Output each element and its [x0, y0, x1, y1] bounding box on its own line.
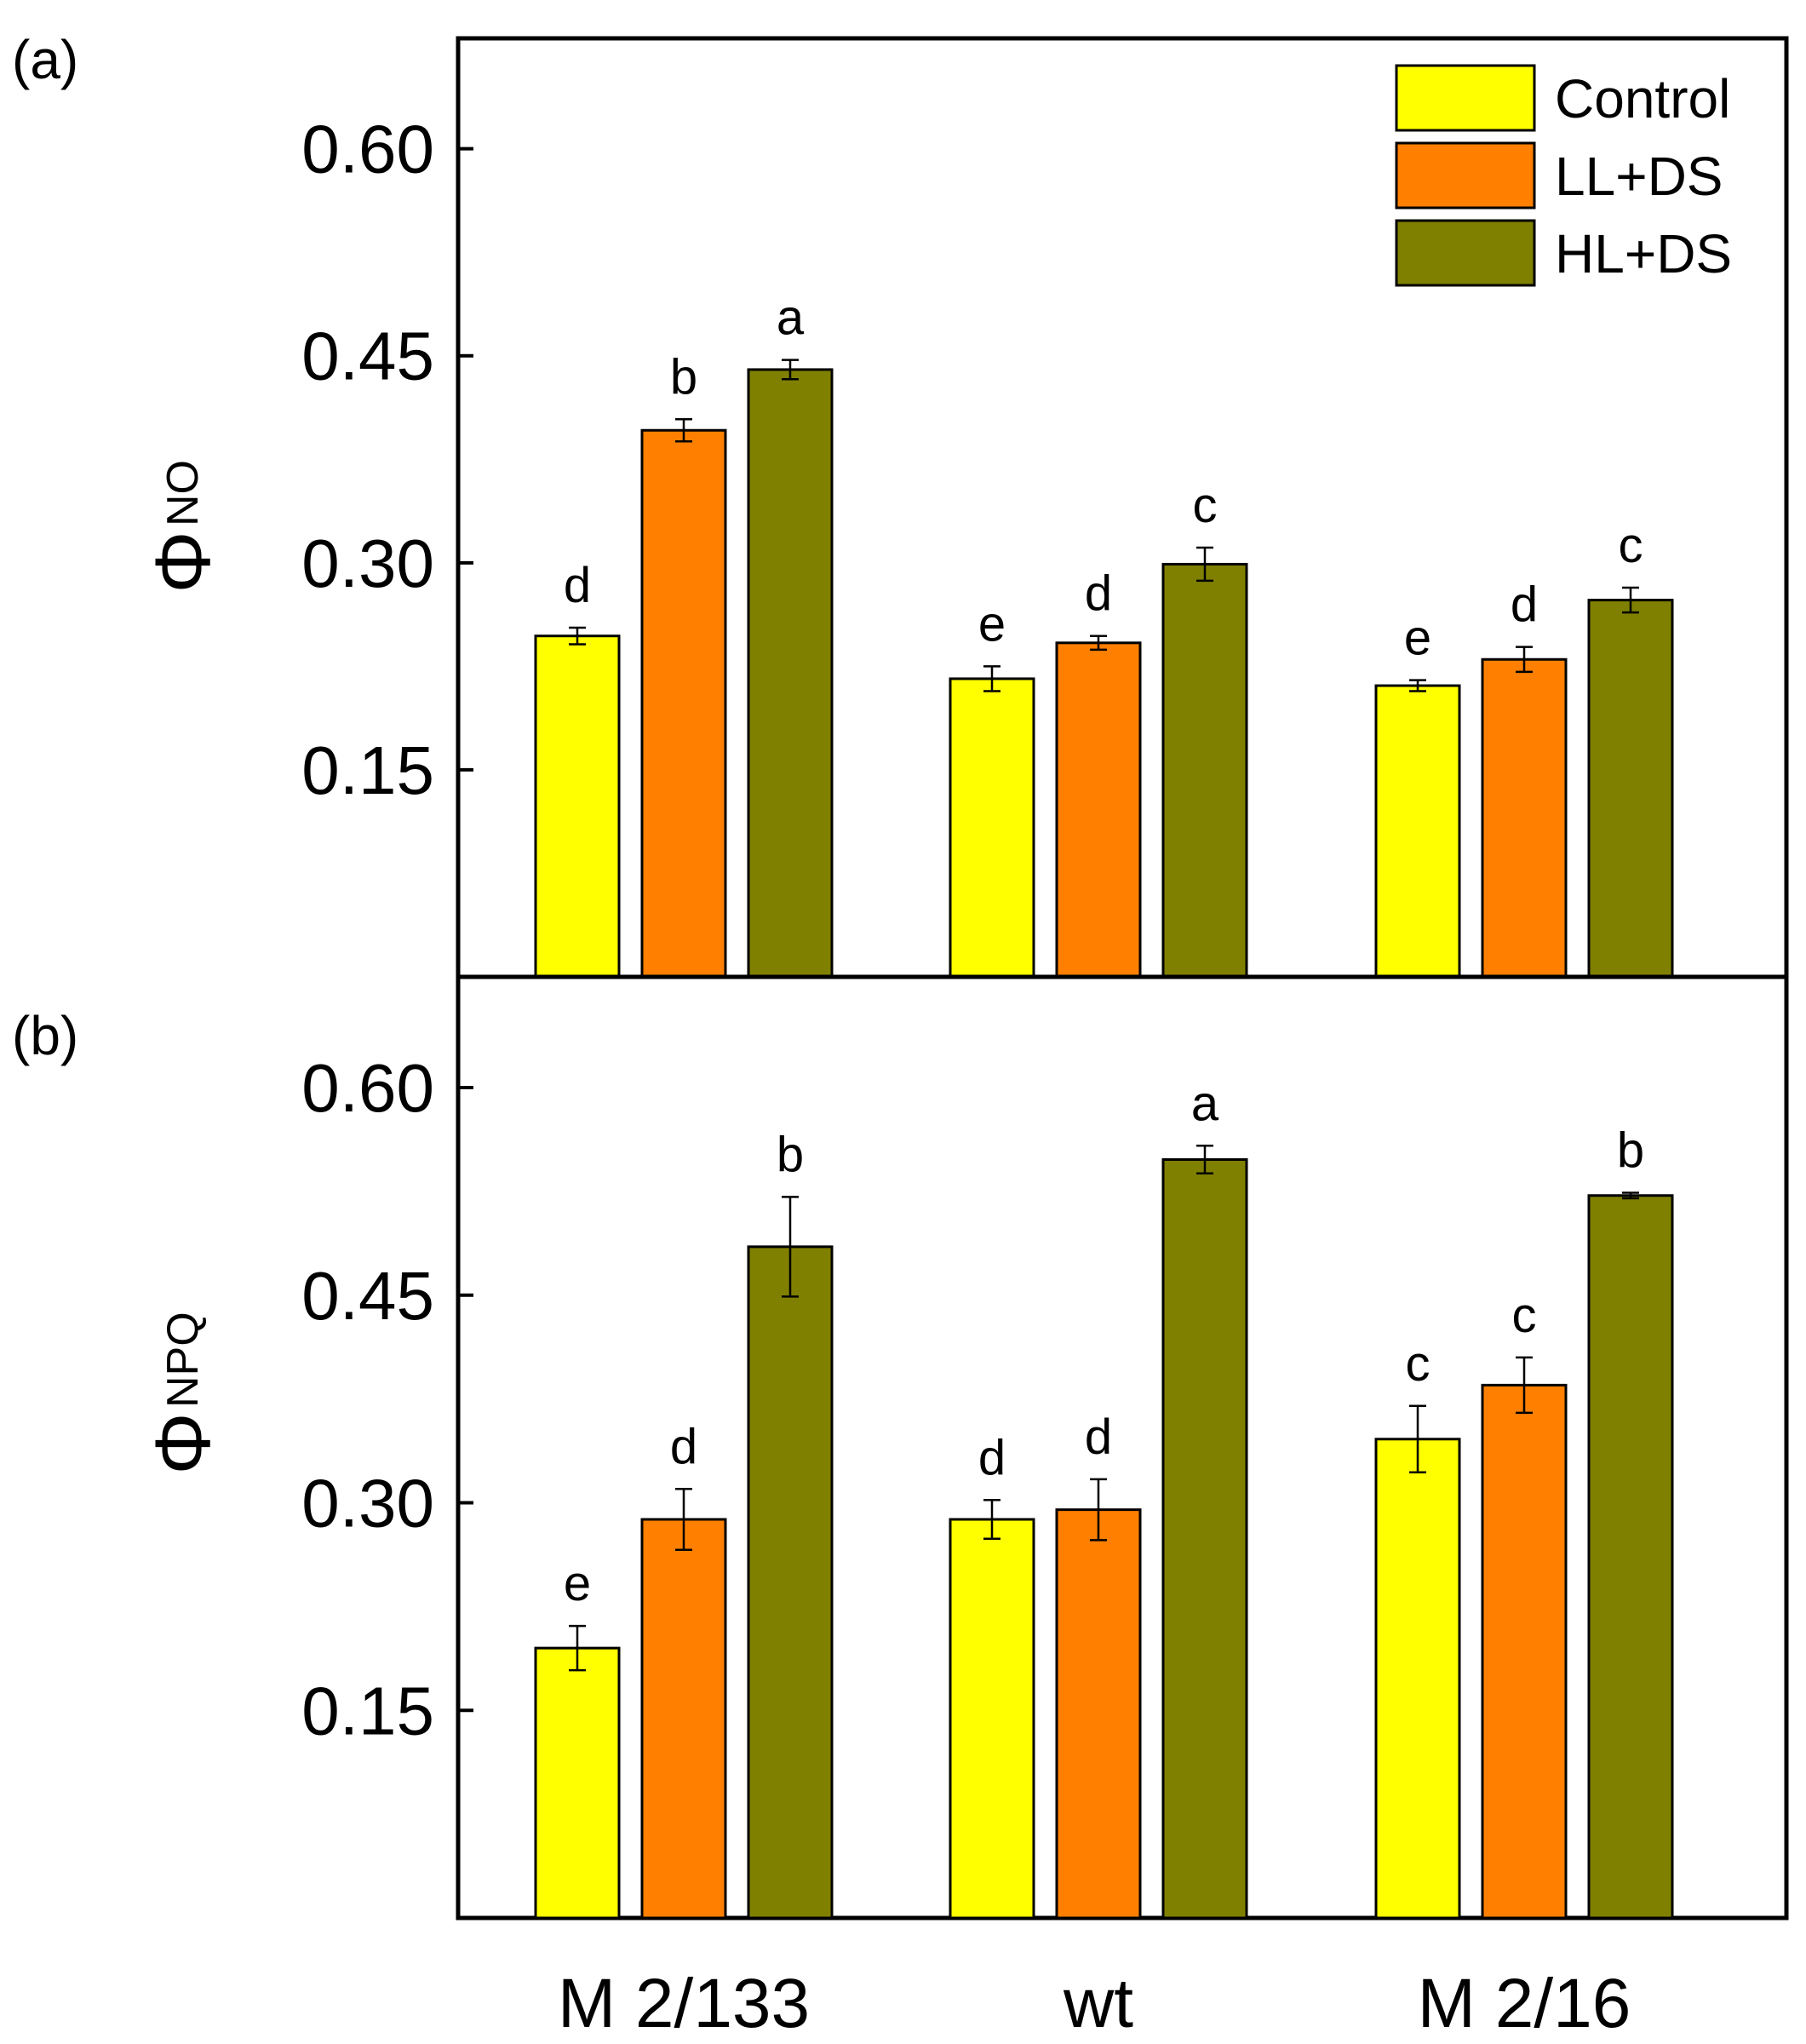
bar [640, 1518, 727, 1920]
y-tick-label: 0.15 [301, 732, 434, 808]
significance-letter: d [1085, 1410, 1112, 1465]
panel-a-y-axis: 0.15 0.30 0.45 0.60 [301, 112, 473, 808]
significance-letter: c [1512, 1288, 1537, 1343]
bar [1055, 1508, 1142, 1920]
bar [1161, 1158, 1248, 1920]
panel-a: (a) Φ NO 0.15 0.30 0.45 0.60 d e e b d d a c c [12, 29, 1789, 979]
legend-swatch-hl-ds [1395, 219, 1536, 287]
y-tick-label: 0.45 [301, 319, 434, 394]
panel-a-label: (a) [12, 29, 78, 90]
legend-label-control: Control [1555, 68, 1730, 129]
bar [1481, 657, 1568, 979]
significance-letter: e [978, 596, 1006, 652]
legend: Control LL+DS HL+DS [1395, 64, 1732, 287]
legend-swatch-ll-ds [1395, 141, 1536, 210]
bar [1587, 599, 1674, 979]
significance-letter: a [1191, 1076, 1219, 1131]
x-tick-label: M 2/16 [1418, 1965, 1631, 2042]
legend-swatch-control [1395, 64, 1536, 132]
bar [949, 677, 1035, 979]
x-axis-categories: M 2/133 wt M 2/16 [558, 1965, 1631, 2042]
bar [640, 428, 727, 979]
significance-letter: b [777, 1127, 804, 1182]
y-tick-label: 0.30 [301, 525, 434, 601]
panel-b-ylabel: Φ [140, 1412, 226, 1474]
bar [534, 1646, 621, 1920]
bar [1374, 684, 1461, 979]
panel-b-bars: e d c d d c b a b [534, 1076, 1674, 1920]
panel-b-y-axis: 0.15 0.30 0.45 0.60 [301, 1050, 473, 1748]
y-tick-label: 0.60 [301, 1050, 434, 1126]
panel-a-ylabel-sub: NO [158, 460, 208, 526]
bar [1587, 1194, 1674, 1920]
bar [747, 368, 834, 979]
significance-letter: d [564, 558, 591, 613]
significance-letter: d [1511, 577, 1538, 633]
legend-label-ll-ds: LL+DS [1555, 146, 1723, 207]
bar [1481, 1383, 1568, 1920]
bar [1055, 641, 1142, 979]
significance-letter: a [777, 290, 805, 346]
significance-letter: d [1085, 566, 1112, 622]
panel-b-label: (b) [12, 1005, 78, 1066]
significance-letter: d [670, 1419, 697, 1474]
bar [949, 1518, 1035, 1920]
y-tick-label: 0.45 [301, 1258, 434, 1334]
panel-b-ylabel-sub: NPQ [158, 1312, 208, 1408]
bar [1161, 562, 1248, 979]
panel-a-ylabel: Φ [140, 531, 226, 593]
bar [1374, 1438, 1461, 1920]
significance-letter: c [1406, 1336, 1430, 1392]
significance-letter: c [1619, 518, 1643, 573]
significance-letter: e [564, 1556, 591, 1611]
panel-a-bars: d e e b d d a c c [534, 290, 1674, 979]
bar [747, 1245, 834, 1920]
x-tick-label: M 2/133 [558, 1965, 810, 2042]
bar [534, 634, 621, 979]
significance-letter: e [1404, 611, 1431, 666]
significance-letter: c [1193, 478, 1218, 533]
y-tick-label: 0.15 [301, 1673, 434, 1748]
significance-letter: b [670, 349, 697, 405]
y-tick-label: 0.30 [301, 1466, 434, 1542]
significance-letter: d [978, 1430, 1006, 1485]
x-tick-label: wt [1063, 1965, 1133, 2042]
y-tick-label: 0.60 [301, 112, 434, 187]
legend-label-hl-ds: HL+DS [1555, 223, 1732, 284]
significance-letter: b [1617, 1123, 1644, 1179]
panel-b: (b) Φ NPQ 0.15 0.30 0.45 0.60 e d c d d c b a b [12, 974, 1789, 1921]
